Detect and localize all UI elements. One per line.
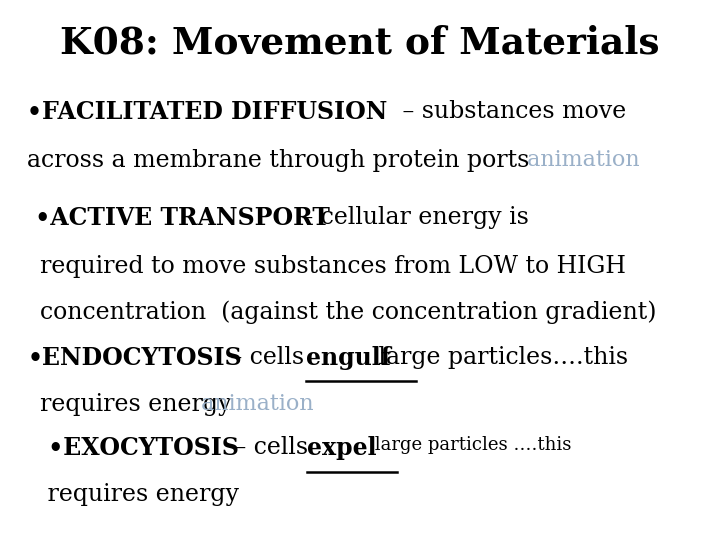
Text: across a membrane through protein ports: across a membrane through protein ports <box>27 148 530 172</box>
Text: – cells: – cells <box>227 436 315 460</box>
Text: large particles….this: large particles….this <box>371 346 628 369</box>
Text: animation: animation <box>194 393 314 415</box>
Text: •FACILITATED DIFFUSION: •FACILITATED DIFFUSION <box>27 100 388 124</box>
Text: – cellular energy is: – cellular energy is <box>294 206 528 230</box>
Text: requires energy: requires energy <box>40 483 238 507</box>
Text: animation: animation <box>520 148 639 171</box>
Text: •ACTIVE TRANSPORT: •ACTIVE TRANSPORT <box>27 206 330 230</box>
Text: •ENDOCYTOSIS: •ENDOCYTOSIS <box>27 346 242 369</box>
Text: engulf: engulf <box>306 346 391 369</box>
Text: concentration  (against the concentration gradient): concentration (against the concentration… <box>40 301 656 325</box>
Text: requires energy: requires energy <box>40 393 231 416</box>
Text: required to move substances from LOW to HIGH: required to move substances from LOW to … <box>40 255 626 278</box>
Text: K08: Movement of Materials: K08: Movement of Materials <box>60 24 660 62</box>
Text: large particles ….this: large particles ….this <box>369 436 572 454</box>
Text: – cells: – cells <box>223 346 312 369</box>
Text: – substances move: – substances move <box>395 100 626 123</box>
Text: •EXOCYTOSIS: •EXOCYTOSIS <box>40 436 238 460</box>
Text: expel: expel <box>307 436 377 460</box>
